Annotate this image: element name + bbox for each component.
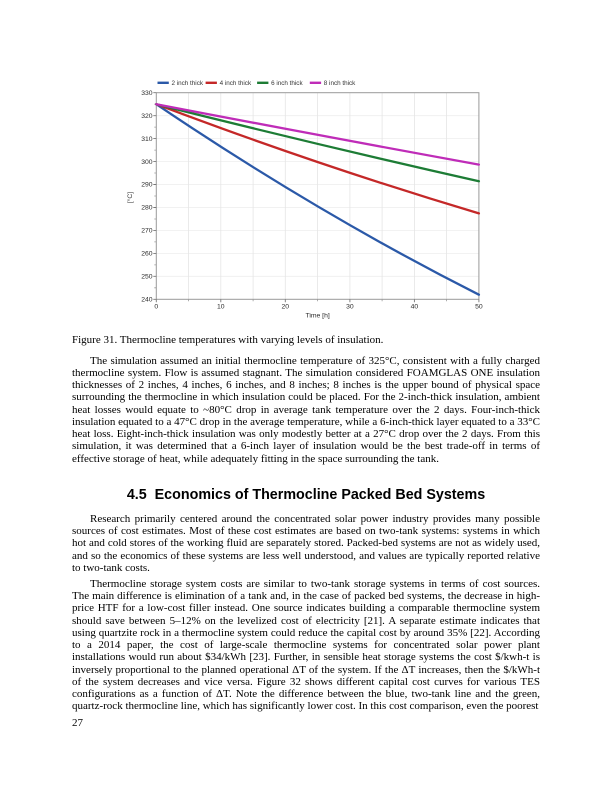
svg-text:300: 300: [141, 159, 153, 166]
svg-text:[°C]: [°C]: [126, 192, 134, 204]
svg-text:250: 250: [141, 274, 153, 281]
svg-text:10: 10: [217, 303, 225, 310]
svg-text:6 inch thick: 6 inch thick: [271, 80, 303, 87]
svg-text:Time [h]: Time [h]: [305, 313, 329, 320]
svg-text:320: 320: [141, 113, 153, 120]
svg-text:4 inch thick: 4 inch thick: [220, 80, 252, 87]
svg-text:0: 0: [154, 303, 158, 310]
svg-text:270: 270: [141, 228, 153, 235]
svg-text:280: 280: [141, 205, 153, 212]
svg-text:20: 20: [282, 303, 290, 310]
svg-text:50: 50: [475, 303, 483, 310]
svg-text:310: 310: [141, 136, 153, 143]
svg-text:240: 240: [141, 297, 153, 304]
svg-text:290: 290: [141, 182, 153, 189]
svg-text:30: 30: [346, 303, 354, 310]
svg-text:330: 330: [141, 90, 153, 97]
svg-text:40: 40: [411, 303, 419, 310]
svg-text:8 inch thick: 8 inch thick: [324, 80, 356, 87]
svg-text:2 inch thick: 2 inch thick: [172, 80, 204, 87]
svg-text:260: 260: [141, 251, 153, 258]
